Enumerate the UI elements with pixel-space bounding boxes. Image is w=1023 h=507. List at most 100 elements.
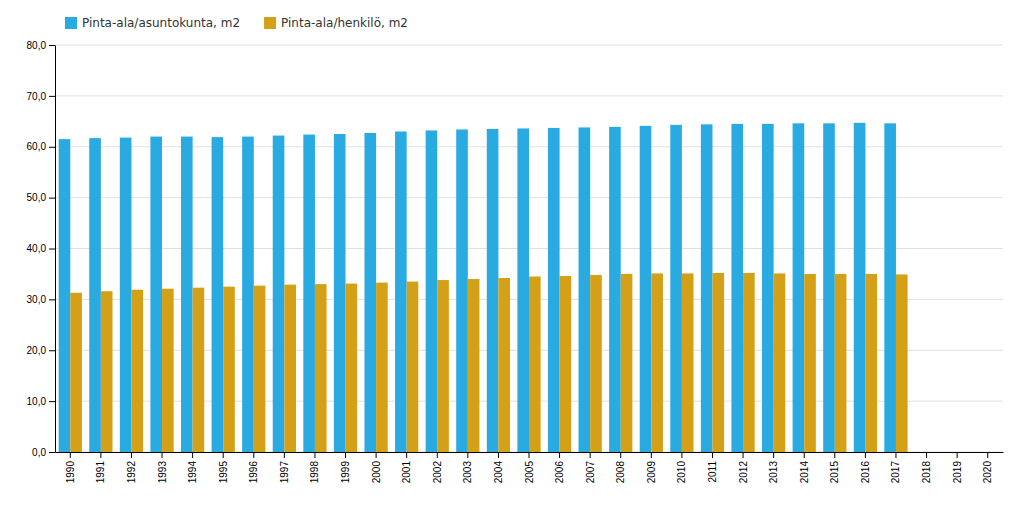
bar (193, 288, 205, 452)
grid-line (55, 45, 1003, 46)
tick-label: 2007 (585, 461, 596, 484)
tick-mark (437, 452, 438, 458)
chart: 1990199119921993199419951996199719981999… (0, 0, 1023, 507)
tick-label: 1995 (218, 461, 229, 484)
tick-mark (529, 452, 530, 458)
tick-mark (49, 45, 55, 46)
tick-mark (49, 401, 55, 402)
tick: 1996 (248, 452, 259, 483)
tick: 2011 (707, 452, 718, 483)
tick: 2015 (829, 452, 840, 483)
bar (334, 134, 346, 452)
tick: 2005 (524, 452, 535, 483)
tick: 2012 (738, 452, 749, 483)
bar (560, 276, 572, 452)
tick-mark (131, 452, 132, 458)
bar (682, 273, 694, 452)
tick-mark (743, 452, 744, 458)
tick-label: 1999 (340, 461, 351, 484)
tick: 1998 (309, 452, 320, 483)
bar (59, 139, 71, 452)
tick-label: 2011 (707, 461, 718, 483)
tick: 2007 (585, 452, 596, 483)
tick-label: 1991 (95, 461, 106, 484)
tick-label: 40,0 (27, 243, 47, 254)
tick-label: 2000 (371, 461, 382, 484)
tick-label: 2002 (432, 461, 443, 484)
tick-mark (712, 452, 713, 458)
bar (884, 123, 896, 452)
tick-mark (223, 452, 224, 458)
tick: 2003 (462, 452, 473, 483)
tick-mark (49, 452, 55, 453)
tick-mark (162, 452, 163, 458)
bar (701, 124, 713, 452)
tick: 2016 (860, 452, 871, 483)
tick-mark (49, 299, 55, 300)
bar (364, 133, 376, 452)
bar (651, 273, 663, 452)
bar (150, 137, 162, 452)
tick: 50,0 (27, 192, 55, 203)
bar (835, 274, 847, 452)
bar (712, 273, 724, 452)
tick: 2020 (982, 452, 993, 483)
tick-mark (49, 249, 55, 250)
legend-label: Pinta-ala/henkilö, m2 (281, 16, 408, 30)
tick: 2019 (952, 452, 963, 483)
tick-mark (406, 452, 407, 458)
tick-mark (49, 350, 55, 351)
tick-label: 0,0 (32, 447, 46, 458)
bar (254, 286, 266, 452)
bar-series (59, 123, 896, 452)
tick: 40,0 (27, 243, 55, 254)
tick-label: 2009 (646, 461, 657, 484)
tick: 1992 (126, 452, 137, 483)
tick: 2008 (615, 452, 626, 483)
tick: 1999 (340, 452, 351, 483)
tick-mark (49, 96, 55, 97)
tick: 2006 (554, 452, 565, 483)
bar (743, 273, 755, 452)
tick: 80,0 (27, 40, 55, 51)
tick-label: 1997 (279, 461, 290, 484)
tick-label: 2003 (462, 461, 473, 484)
bar (437, 280, 449, 452)
tick-mark (376, 452, 377, 458)
tick-mark (284, 452, 285, 458)
tick: 1991 (95, 452, 106, 483)
bar (579, 127, 591, 452)
tick: 0,0 (32, 447, 55, 458)
tick-mark (498, 452, 499, 458)
tick-label: 2018 (921, 461, 932, 484)
tick: 1995 (218, 452, 229, 483)
bar (498, 278, 510, 452)
tick-label: 2005 (524, 461, 535, 484)
bar (376, 283, 388, 452)
bar (640, 126, 652, 452)
tick-label: 2006 (554, 461, 565, 484)
tick-label: 2012 (738, 461, 749, 484)
tick: 2004 (493, 452, 504, 483)
bar (731, 124, 743, 452)
bar (303, 135, 315, 452)
bar (487, 129, 499, 452)
tick-label: 2015 (829, 461, 840, 484)
tick-label: 2001 (401, 461, 412, 484)
tick-mark (651, 452, 652, 458)
tick: 1997 (279, 452, 290, 483)
tick: 2002 (432, 452, 443, 483)
tick-label: 2016 (860, 461, 871, 484)
tick-mark (834, 452, 835, 458)
tick-mark (314, 452, 315, 458)
bar (315, 284, 327, 452)
bar (120, 138, 132, 452)
tick-mark (987, 452, 988, 458)
tick-label: 1998 (309, 461, 320, 484)
x-axis: 1990199119921993199419951996199719981999… (56, 452, 1004, 483)
plot-area (59, 123, 908, 452)
tick-mark (345, 452, 346, 458)
y-axis: 0,010,020,030,040,050,060,070,080,0 (27, 40, 56, 458)
tick-mark (865, 452, 866, 458)
tick-label: 2019 (952, 461, 963, 484)
